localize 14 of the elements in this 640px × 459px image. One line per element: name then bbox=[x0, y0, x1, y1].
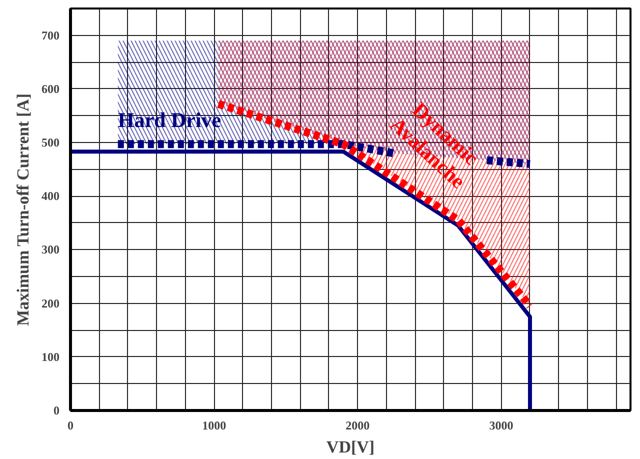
x-tick-label: 1000 bbox=[202, 418, 226, 432]
y-tick-label: 0 bbox=[54, 404, 60, 418]
x-axis-title: VD[V] bbox=[326, 438, 375, 456]
y-tick-label: 400 bbox=[42, 189, 60, 204]
y-tick-label: 200 bbox=[42, 296, 60, 310]
x-tick-label: 2000 bbox=[346, 418, 370, 432]
y-tick-label: 600 bbox=[42, 82, 60, 96]
x-tick-label: 0 bbox=[68, 418, 74, 432]
y-tick-label: 700 bbox=[42, 28, 60, 42]
y-tick-label: 300 bbox=[42, 242, 60, 257]
x-tick-label: 3000 bbox=[489, 418, 514, 432]
y-axis-title: Maximum Turn-off Current [A] bbox=[14, 93, 32, 326]
y-tick-label: 100 bbox=[42, 350, 60, 364]
y-tick-label: 500 bbox=[42, 136, 60, 150]
